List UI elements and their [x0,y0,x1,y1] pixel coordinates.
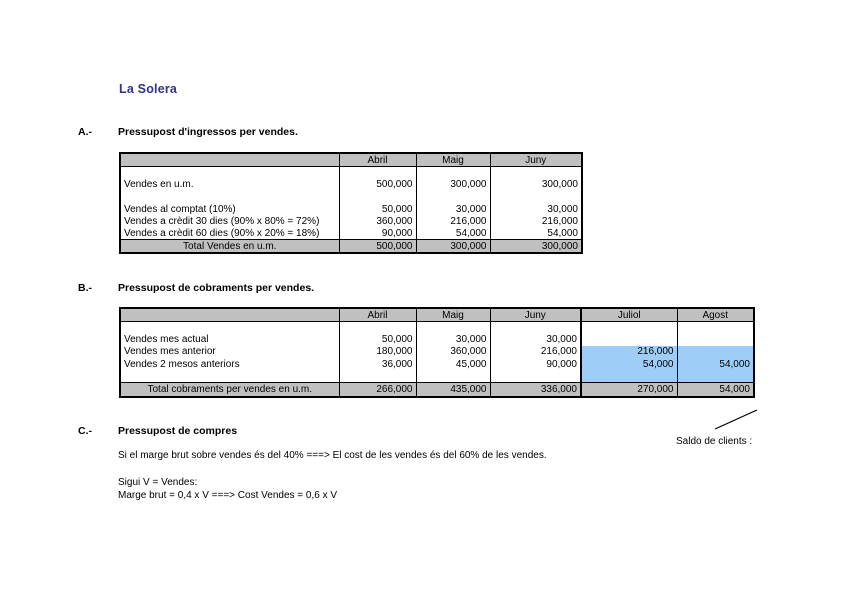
cell-value: 54,000 [489,227,582,240]
section-c-heading: Pressupost de compres [118,425,238,437]
blank-cell [338,166,416,179]
total-value: 300,000 [489,239,582,254]
row-label: Vendes en u.m. [119,178,339,191]
row-label: Vendes 2 mesos anteriors [119,358,339,371]
leader-line [714,409,758,430]
corner-cell [119,153,339,167]
total-value: 500,000 [338,239,416,254]
cell-value: 90,000 [489,358,581,371]
total-value: 54,000 [676,381,754,397]
blank-cell [676,370,754,383]
note-margin-rule: Si el marge brut sobre vendes és del 40%… [118,450,547,461]
blank-cell [415,190,490,204]
blank-cell [338,321,416,334]
column-header-maig: Maig [415,153,490,167]
row-label: Vendes a crèdit 30 dies (90% x 80% = 72%… [119,215,339,228]
cell-value: 216,000 [415,215,490,228]
cell-value: 30,000 [415,203,490,216]
blank-cell [580,370,677,383]
cell-value: 500,000 [338,178,416,191]
cell-value: 90,000 [338,227,416,240]
column-header-juny: Juny [489,308,581,322]
cell-value: 180,000 [338,345,416,359]
cell-value: 30,000 [415,333,490,346]
section-b-heading: Pressupost de cobraments per vendes. [118,282,315,294]
section-c-index: C.- [78,425,92,437]
total-value: 266,000 [338,381,416,397]
blank-cell [119,190,339,204]
column-header-abril: Abril [338,308,416,322]
blank-cell [119,321,339,334]
row-label: Vendes mes anterior [119,345,339,359]
total-value: 435,000 [415,381,490,397]
total-value: 270,000 [580,381,677,397]
column-header-abril: Abril [338,153,416,167]
blank-cell [119,166,339,179]
column-header-maig: Maig [415,308,490,322]
company-title: La Solera [119,82,178,96]
cell-value: 30,000 [489,203,582,216]
cell-value: 54,000 [580,358,677,371]
cell-value: 216,000 [489,345,581,359]
cell-value: 50,000 [338,333,416,346]
cell-value: 45,000 [415,358,490,371]
note-marge-formula: Marge brut = 0,4 x V ===> Cost Vendes = … [118,490,338,501]
blank-cell [580,333,677,346]
blank-cell [580,321,677,334]
note-sigui-vendes: Sigui V = Vendes: [118,477,198,488]
blank-cell [676,321,754,334]
cell-value: 300,000 [415,178,490,191]
total-value: 336,000 [489,381,581,397]
cell-value: 54,000 [676,358,754,371]
column-header-juliol: Juliol [580,308,677,322]
cell-value: 300,000 [489,178,582,191]
saldo-clients-label: Saldo de clients : [676,436,753,447]
row-label: Vendes al comptat (10%) [119,203,339,216]
section-b-index: B.- [78,282,92,294]
blank-cell [338,190,416,204]
cell-value: 216,000 [580,345,677,359]
cell-value: 30,000 [489,333,581,346]
row-label: Vendes mes actual [119,333,339,346]
blank-cell [489,166,582,179]
blank-cell [676,333,754,346]
blank-cell [489,321,581,334]
total-label: Total Vendes en u.m. [119,239,339,254]
table-ingressos: Abril Maig Juny Vendes en u.m. 500,000 300,00… [119,152,583,255]
section-a-index: A.- [78,126,92,138]
row-label: Vendes a crèdit 60 dies (90% x 20% = 18%… [119,227,339,240]
blank-cell [415,166,490,179]
cell-value: 50,000 [338,203,416,216]
cell-value: 36,000 [338,358,416,371]
blank-cell [489,370,581,383]
blank-cell [119,370,339,383]
blank-cell [676,345,754,359]
cell-value: 360,000 [415,345,490,359]
blank-cell [415,370,490,383]
column-header-juny: Juny [489,153,582,167]
cell-value: 360,000 [338,215,416,228]
cell-value: 216,000 [489,215,582,228]
cell-value: 54,000 [415,227,490,240]
total-label: Total cobraments per vendes en u.m. [119,381,339,397]
section-a-heading: Pressupost d'ingressos per vendes. [118,126,298,138]
blank-cell [489,190,582,204]
column-header-agost: Agost [676,308,754,322]
blank-cell [338,370,416,383]
total-value: 300,000 [415,239,490,254]
table-cobraments: Abril Maig Juny Juliol Agost Vendes mes actua… [119,307,755,398]
blank-cell [415,321,490,334]
corner-cell [119,308,339,322]
